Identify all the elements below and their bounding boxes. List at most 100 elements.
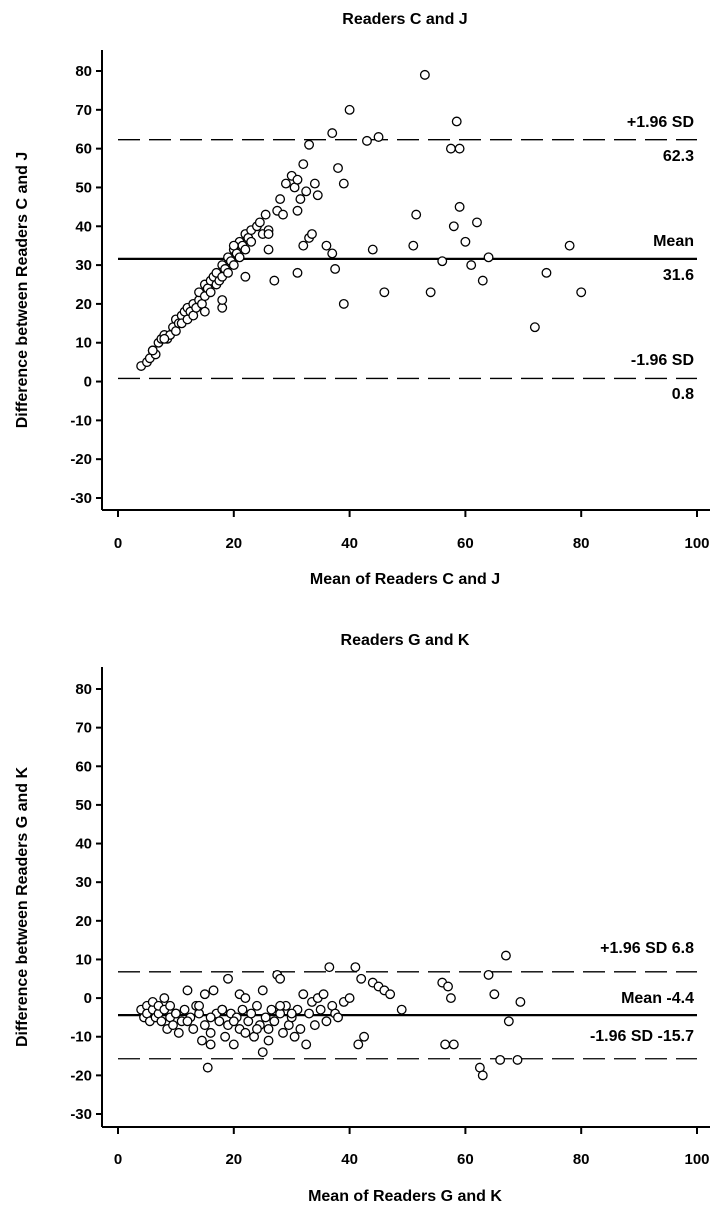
data-point-2-55 (263, 1024, 274, 1034)
data-point-1-90 (425, 287, 436, 298)
data-point-1-53 (254, 217, 265, 228)
data-point-1-102 (529, 322, 540, 333)
y-axis-label-1: Difference between Readers C and J (14, 152, 31, 429)
data-point-1-66 (292, 205, 303, 216)
x-tick-label-1-5: 100 (684, 535, 709, 552)
y-tick-label-1-4: 40 (75, 218, 92, 235)
lower-loa-label-1: -1.96 SD (631, 352, 694, 369)
x-tick-label-1-4: 80 (573, 535, 590, 552)
x-axis-label-1: Mean of Readers C and J (310, 571, 500, 588)
data-point-2-110 (217, 1004, 228, 1015)
data-point-2-54 (260, 1012, 271, 1023)
data-point-2-74 (315, 1004, 326, 1015)
data-point-1-104 (564, 240, 575, 251)
x-tick-label-1-3: 60 (457, 535, 474, 552)
data-point-2-93 (440, 1039, 451, 1050)
y-tick-label-2-2: 60 (75, 758, 92, 775)
y-tick-label-2-3: 50 (75, 797, 92, 814)
data-point-2-83 (350, 962, 361, 973)
data-point-2-77 (324, 962, 335, 973)
data-point-2-96 (448, 1039, 459, 1050)
data-point-1-60 (275, 194, 286, 205)
data-point-2-30 (205, 1039, 216, 1050)
data-point-2-26 (197, 1035, 207, 1046)
data-point-2-50 (252, 1000, 262, 1011)
data-point-2-38 (223, 973, 233, 984)
data-point-1-68 (298, 159, 309, 170)
data-point-2-48 (246, 1008, 257, 1019)
data-point-2-106 (170, 1008, 181, 1019)
data-point-2-102 (500, 950, 511, 961)
data-point-1-83 (362, 135, 372, 146)
data-point-2-21 (182, 985, 193, 996)
data-point-2-101 (495, 1054, 506, 1065)
data-point-1-85 (373, 132, 384, 142)
data-point-2-68 (298, 989, 309, 1000)
y-tick-label-2-6: 20 (75, 913, 92, 930)
data-point-1-48 (240, 244, 251, 255)
data-point-2-114 (275, 1000, 286, 1011)
y-tick-label-2-4: 40 (75, 836, 92, 853)
data-point-2-15 (165, 1000, 176, 1011)
data-point-2-46 (240, 993, 251, 1004)
y-tick-label-2-0: 80 (75, 681, 92, 698)
reference-lines-1 (118, 139, 697, 380)
chart-panel-2: Readers G and K Mean of Readers G and K … (14, 632, 710, 1205)
data-point-1-110 (217, 295, 228, 305)
data-point-2-57 (269, 1016, 280, 1027)
data-point-1-106 (147, 345, 158, 356)
x-tick-label-2-2: 40 (341, 1151, 358, 1168)
data-point-2-99 (483, 969, 494, 980)
data-point-1-75 (312, 190, 323, 201)
mean-label-2: Mean -4.4 (621, 990, 694, 1007)
x-tick-label-2-4: 80 (573, 1151, 590, 1168)
data-point-1-99 (472, 217, 482, 228)
data-point-2-28 (199, 989, 210, 1000)
data-point-2-20 (179, 1004, 190, 1015)
data-point-1-45 (234, 252, 245, 263)
data-point-1-61 (278, 209, 288, 220)
x-tick-label-2-0: 0 (114, 1151, 122, 1168)
data-point-1-98 (466, 260, 477, 271)
scatter-points-1 (136, 69, 587, 371)
data-point-1-87 (408, 240, 419, 251)
chart-title-1: Readers C and J (342, 11, 467, 28)
data-point-2-69 (301, 1039, 312, 1050)
data-point-1-84 (367, 244, 378, 255)
data-point-1-30 (205, 287, 216, 298)
y-tick-label-1-8: 0 (84, 374, 92, 391)
data-point-2-65 (289, 1031, 300, 1042)
data-point-1-65 (292, 174, 303, 185)
upper-loa-label-2: +1.96 SD 6.8 (600, 940, 694, 957)
data-point-2-16 (168, 1020, 178, 1031)
data-point-1-82 (344, 104, 355, 115)
data-point-2-108 (194, 1000, 205, 1011)
data-point-1-51 (246, 236, 257, 247)
data-point-1-100 (477, 275, 488, 286)
data-point-1-94 (451, 116, 462, 127)
y-axis-label-2: Difference between Readers G and K (14, 767, 31, 1048)
data-point-1-93 (448, 221, 459, 232)
data-point-1-58 (269, 275, 280, 286)
y-tick-label-2-9: -10 (70, 1029, 92, 1046)
x-tick-label-2-1: 20 (225, 1151, 242, 1168)
data-point-1-107 (159, 333, 170, 344)
data-point-2-45 (240, 1027, 251, 1038)
data-point-2-113 (263, 1035, 274, 1046)
upper-loa-value-1: 62.3 (663, 148, 694, 165)
data-point-1-57 (263, 244, 274, 255)
data-point-2-70 (304, 1008, 315, 1019)
data-point-2-94 (443, 981, 453, 992)
mean-value-1: 31.6 (663, 267, 694, 284)
data-point-1-92 (445, 143, 456, 154)
data-point-2-72 (309, 1020, 320, 1031)
data-point-1-71 (304, 139, 315, 150)
data-point-1-73 (307, 229, 317, 239)
data-point-1-69 (298, 240, 309, 251)
data-point-2-18 (173, 1027, 184, 1038)
y-tick-label-1-1: 70 (75, 102, 92, 119)
data-point-1-67 (295, 194, 306, 205)
chart-title-2: Readers G and K (341, 632, 470, 649)
data-point-1-105 (576, 287, 587, 298)
data-point-1-78 (330, 264, 341, 274)
